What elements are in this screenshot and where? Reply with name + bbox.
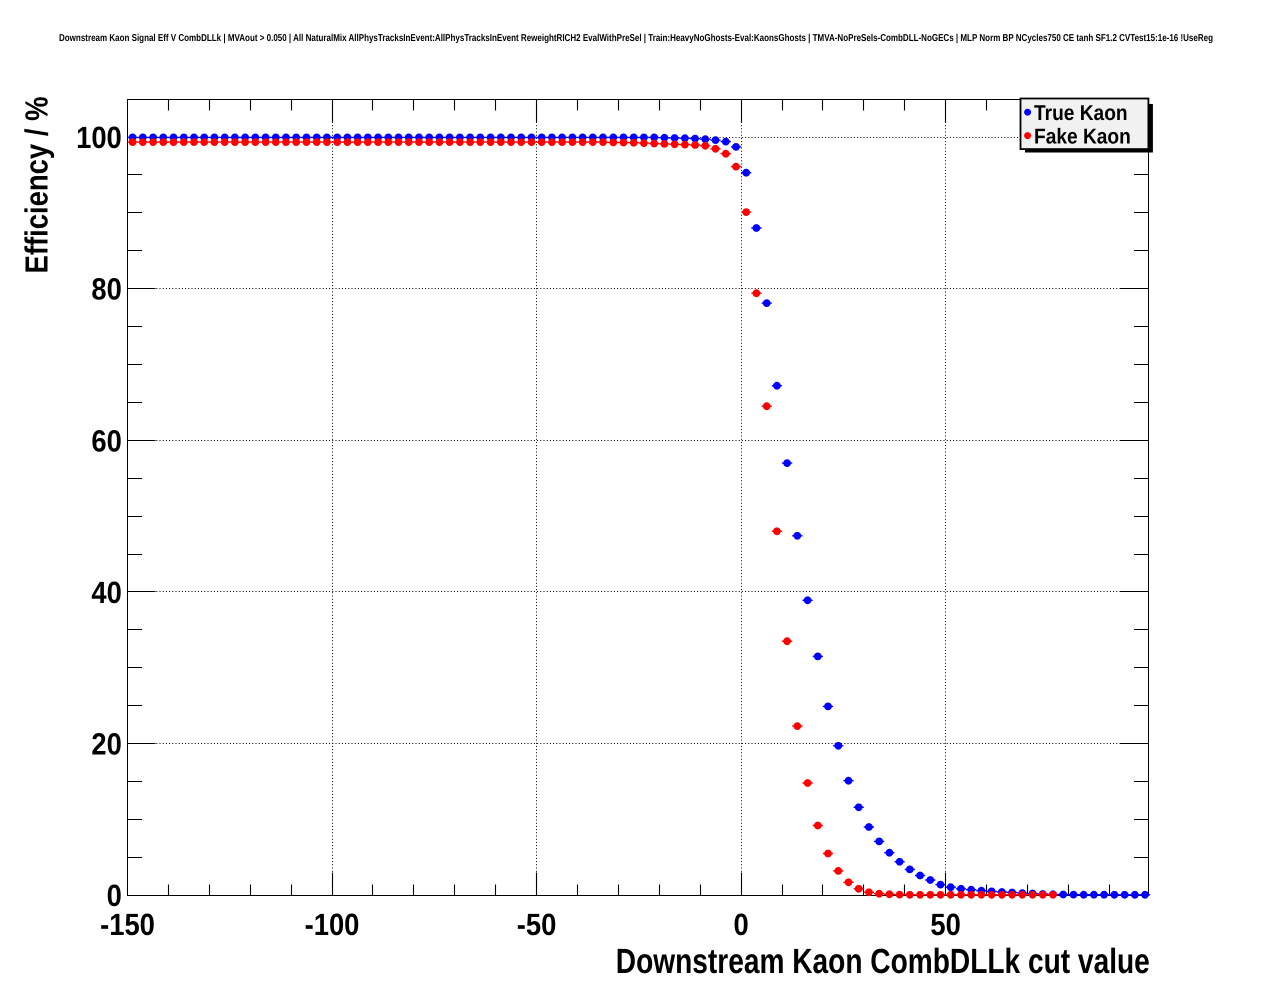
- svg-text:Efficiency / %: Efficiency / %: [18, 97, 54, 274]
- svg-text:60: 60: [91, 423, 121, 458]
- svg-text:-50: -50: [517, 907, 557, 942]
- svg-text:40: 40: [91, 575, 121, 610]
- svg-text:0: 0: [734, 907, 749, 942]
- svg-text:80: 80: [91, 272, 121, 307]
- svg-text:100: 100: [76, 120, 122, 155]
- svg-text:Fake Kaon: Fake Kaon: [1034, 124, 1131, 148]
- svg-text:20: 20: [91, 727, 121, 762]
- svg-text:Downstream Kaon CombDLLk cut v: Downstream Kaon CombDLLk cut value: [616, 942, 1150, 981]
- svg-text:-100: -100: [305, 907, 360, 942]
- svg-text:50: 50: [930, 907, 960, 942]
- svg-text:Downstream Kaon Signal Eff V C: Downstream Kaon Signal Eff V CombDLLk | …: [59, 33, 1213, 44]
- svg-text:True Kaon: True Kaon: [1034, 101, 1128, 125]
- svg-text:-150: -150: [100, 907, 155, 942]
- svg-text:0: 0: [107, 878, 122, 913]
